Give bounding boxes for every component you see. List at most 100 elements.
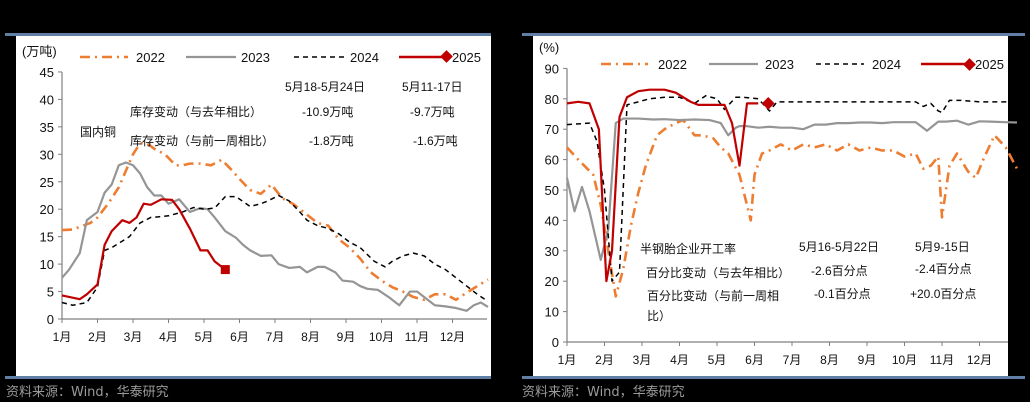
y-tick-label: 0: [552, 335, 559, 350]
left-ann-col2-header: 5月11-17日: [402, 80, 462, 94]
legend-2025-diamond-icon: [963, 58, 976, 71]
x-tick-label: 4月: [159, 330, 178, 344]
right-ann-row1-col1: -2.6百分点: [811, 264, 868, 278]
y-tick-label: 25: [40, 175, 54, 190]
legend-2025-label: 2025: [452, 50, 481, 65]
left-unit-label: (万吨): [22, 44, 57, 59]
y-tick-label: 10: [40, 257, 54, 272]
legend-2024-label: 2024: [350, 50, 379, 65]
left-bottom-rule: [5, 376, 491, 379]
left-ann-row1-label: 库存变动（与去年相比）: [130, 104, 262, 119]
y-tick-label: 40: [40, 92, 54, 107]
series-2025-end-marker: [220, 265, 230, 275]
x-tick-label: 11月: [405, 330, 429, 344]
right-y-axis: 0 10 20 30 40 50 60 70 80 90: [545, 61, 568, 350]
x-tick-label: 2月: [595, 353, 614, 367]
y-tick-label: 35: [40, 120, 54, 135]
right-series-lines: [565, 88, 1019, 298]
right-legend: 2022 2023 2024 2025: [601, 57, 1004, 72]
left-x-axis: 1月 2月 3月 4月 5月 6月 7月 8月 9月 10月 11月 12月: [53, 318, 487, 344]
right-x-axis: 1月 2月 3月 4月 5月 6月 7月 8月 9月 10月 11月 12月: [558, 341, 1008, 367]
x-tick-label: 3月: [124, 330, 143, 344]
right-ann-row2-label-cont: 比）: [647, 309, 671, 323]
y-tick-label: 15: [40, 230, 54, 245]
y-tick-label: 30: [545, 244, 559, 259]
left-ann-col1-header: 5月18-5月24日: [285, 80, 365, 94]
x-tick-label: 6月: [745, 353, 764, 367]
y-tick-label: 90: [545, 61, 559, 76]
left-top-rule: [5, 33, 491, 36]
right-ann-row2-col1: -0.1百分点: [814, 287, 871, 301]
legend-2023-label: 2023: [241, 50, 270, 65]
left-ann-row1-col2: -9.7万吨: [410, 105, 455, 119]
left-y-axis: 0 5 10 15 20 25 30 35 40 45: [40, 65, 63, 327]
right-chart-panel: [533, 36, 1008, 376]
y-tick-label: 20: [40, 202, 54, 217]
x-tick-label: 2月: [88, 330, 107, 344]
right-source-note: 资料来源：Wind，华泰研究: [522, 385, 685, 400]
series-2023-line: [61, 161, 489, 312]
x-tick-label: 9月: [858, 353, 877, 367]
series-2024-line: [61, 194, 489, 307]
left-ann-label: 国内铜: [80, 124, 116, 139]
y-tick-label: 50: [545, 183, 559, 198]
left-source-note: 资料来源：Wind，华泰研究: [6, 385, 169, 400]
y-tick-label: 40: [545, 213, 559, 228]
right-annotation-table: 半钢胎企业开工率 5月16-5月22日 5月9-15日 百分比变动（与去年相比）…: [640, 240, 976, 323]
x-tick-label: 12月: [440, 330, 465, 344]
legend-2025-diamond-icon: [440, 50, 453, 63]
series-2023-line: [565, 117, 1018, 262]
y-tick-label: 60: [545, 153, 559, 168]
left-annotation-table: 国内铜 5月18-5月24日 5月11-17日 库存变动（与去年相比） -10.…: [80, 80, 462, 148]
x-tick-label: 11月: [930, 353, 954, 367]
legend-2022-label: 2022: [136, 50, 165, 65]
y-tick-label: 20: [545, 274, 559, 289]
series-2022-line: [566, 118, 1019, 298]
left-series-lines: [61, 142, 489, 312]
series-2025-line: [61, 198, 226, 301]
x-tick-label: 1月: [53, 330, 72, 344]
right-ann-row2-label: 百分比变动（与前一周相: [647, 288, 779, 303]
left-legend: 2022 2023 2024 2025: [80, 50, 481, 65]
x-tick-label: 8月: [820, 353, 839, 367]
x-tick-label: 8月: [301, 330, 320, 344]
x-tick-label: 6月: [230, 330, 249, 344]
right-unit-label: (%): [539, 40, 559, 55]
y-tick-label: 70: [545, 122, 559, 137]
y-tick-label: 30: [40, 147, 54, 162]
right-ann-col2-header: 5月9-15日: [915, 240, 970, 254]
legend-2022-label: 2022: [658, 57, 687, 72]
x-tick-label: 5月: [708, 353, 727, 367]
y-tick-label: 5: [47, 285, 54, 300]
legend-2025-label: 2025: [975, 57, 1004, 72]
x-tick-label: 10月: [892, 353, 917, 367]
x-tick-label: 4月: [670, 353, 689, 367]
x-tick-label: 7月: [783, 353, 802, 367]
series-2025-end-marker: [761, 96, 775, 110]
legend-2024-label: 2024: [872, 57, 901, 72]
legend-2023-label: 2023: [765, 57, 794, 72]
x-tick-label: 5月: [195, 330, 214, 344]
x-tick-label: 12月: [967, 353, 992, 367]
right-ann-label: 半钢胎企业开工率: [640, 241, 736, 256]
right-tire-utilization-chart: (%) 0 10 20 30 40 50 60 70 80 90 1月 2月 3月 4月 5月 6月 7月 8月…: [539, 40, 1019, 367]
left-ann-row2-col2: -1.6万吨: [413, 134, 458, 148]
right-top-rule: [522, 33, 1025, 36]
right-bottom-rule: [522, 376, 1025, 379]
right-ann-col1-header: 5月16-5月22日: [799, 240, 879, 254]
x-tick-label: 10月: [369, 330, 394, 344]
right-ann-row1-col2: -2.4百分点: [915, 262, 972, 276]
x-tick-label: 1月: [558, 353, 577, 367]
series-2025-line: [566, 88, 759, 283]
left-ann-row1-col1: -10.9万吨: [302, 105, 353, 119]
left-ann-row2-label: 库存变动（与前一周相比）: [130, 133, 274, 148]
series-2022-line: [61, 142, 489, 302]
y-tick-label: 0: [47, 312, 54, 327]
x-tick-label: 3月: [633, 353, 652, 367]
y-tick-label: 80: [545, 92, 559, 107]
y-tick-label: 45: [40, 65, 54, 80]
x-tick-label: 9月: [337, 330, 356, 344]
left-ann-row2-col1: -1.8万吨: [309, 134, 354, 148]
